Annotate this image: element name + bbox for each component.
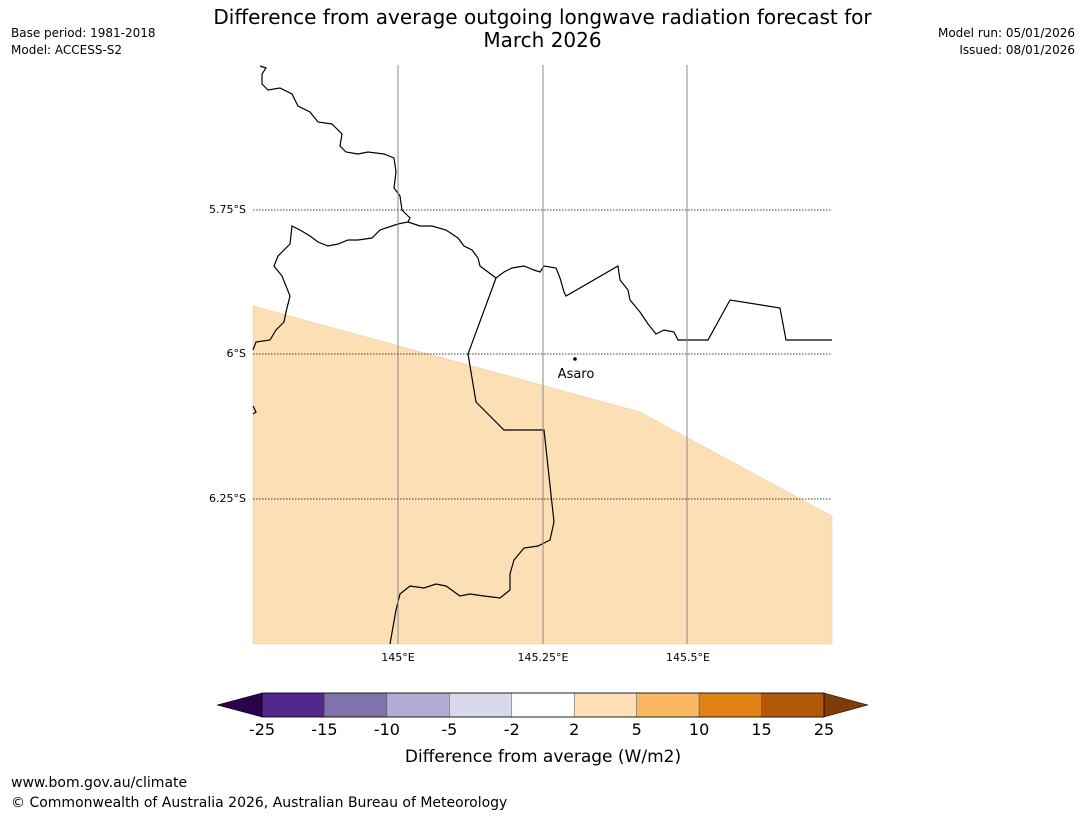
colorbar-swatch <box>573 692 637 718</box>
colorbar-swatch <box>698 692 762 718</box>
asaro-label: Asaro <box>558 367 595 382</box>
parallels <box>253 209 832 500</box>
colorbar-tick-label: 15 <box>751 720 771 739</box>
colorbar-swatch <box>636 692 700 718</box>
colorbar-tick-label: 10 <box>689 720 709 739</box>
eastern-boundary <box>407 221 832 341</box>
west-edge-fragment <box>252 405 257 415</box>
meta-left: Base period: 1981-2018 Model: ACCESS-S2 <box>11 25 156 59</box>
colorbar-tick-label: -15 <box>311 720 337 739</box>
colorbar-tick-label: 25 <box>814 720 834 739</box>
model-text: Model: ACCESS-S2 <box>11 43 123 57</box>
colorbar-title: Difference from average (W/m2) <box>405 747 681 767</box>
colorbar-tick-label: 5 <box>632 720 642 739</box>
base-period-text: Base period: 1981-2018 <box>11 26 156 40</box>
colorbar-swatch <box>386 692 450 718</box>
central-boundary <box>389 277 555 645</box>
colorbar-swatch <box>761 692 825 718</box>
colorbar-outline <box>261 692 825 718</box>
colorbar-swatch <box>324 692 388 718</box>
lon-label-145-25e: 145.25°E <box>518 651 569 664</box>
colorbar-tick-label: -5 <box>441 720 457 739</box>
asaro-marker <box>573 357 577 361</box>
colorbar-swatch <box>511 692 575 718</box>
title-line-1: Difference from average outgoing longwav… <box>213 5 872 29</box>
colorbar: -25 -15 -10 -5 -2 2 5 10 15 25 <box>216 692 869 739</box>
colorbar-tick-label: -25 <box>249 720 275 739</box>
lon-label-145e: 145°E <box>381 651 414 664</box>
colorbar-swatch <box>261 692 325 718</box>
title-line-2: March 2026 <box>483 28 602 52</box>
colorbar-tick-label: 2 <box>569 720 579 739</box>
lat-label-6s: 6°S <box>227 347 246 360</box>
model-run-text: Model run: 05/01/2026 <box>937 26 1075 40</box>
colorbar-overflow-triangle <box>823 692 869 718</box>
meta-right: Model run: 05/01/2026 Issued: 08/01/2026 <box>938 25 1075 59</box>
lon-label-145-5e: 145.5°E <box>666 651 710 664</box>
lat-label-5-75s: 5.75°S <box>209 203 246 216</box>
meridians <box>397 65 688 644</box>
footer-copyright: © Commonwealth of Australia 2026, Austra… <box>11 795 508 811</box>
colorbar-tick-label: -2 <box>504 720 520 739</box>
colorbar-swatch <box>449 692 513 718</box>
colorbar-tick-label: -10 <box>374 720 400 739</box>
page-title: Difference from average outgoing longwav… <box>150 6 935 52</box>
colorbar-underflow-triangle <box>216 692 263 718</box>
boundary-lines <box>252 65 832 645</box>
lat-label-6-25s: 6.25°S <box>209 492 246 505</box>
footer-url[interactable]: www.bom.gov.au/climate <box>11 775 188 791</box>
northern-boundary <box>252 65 411 351</box>
issued-text: Issued: 08/01/2026 <box>959 43 1075 57</box>
